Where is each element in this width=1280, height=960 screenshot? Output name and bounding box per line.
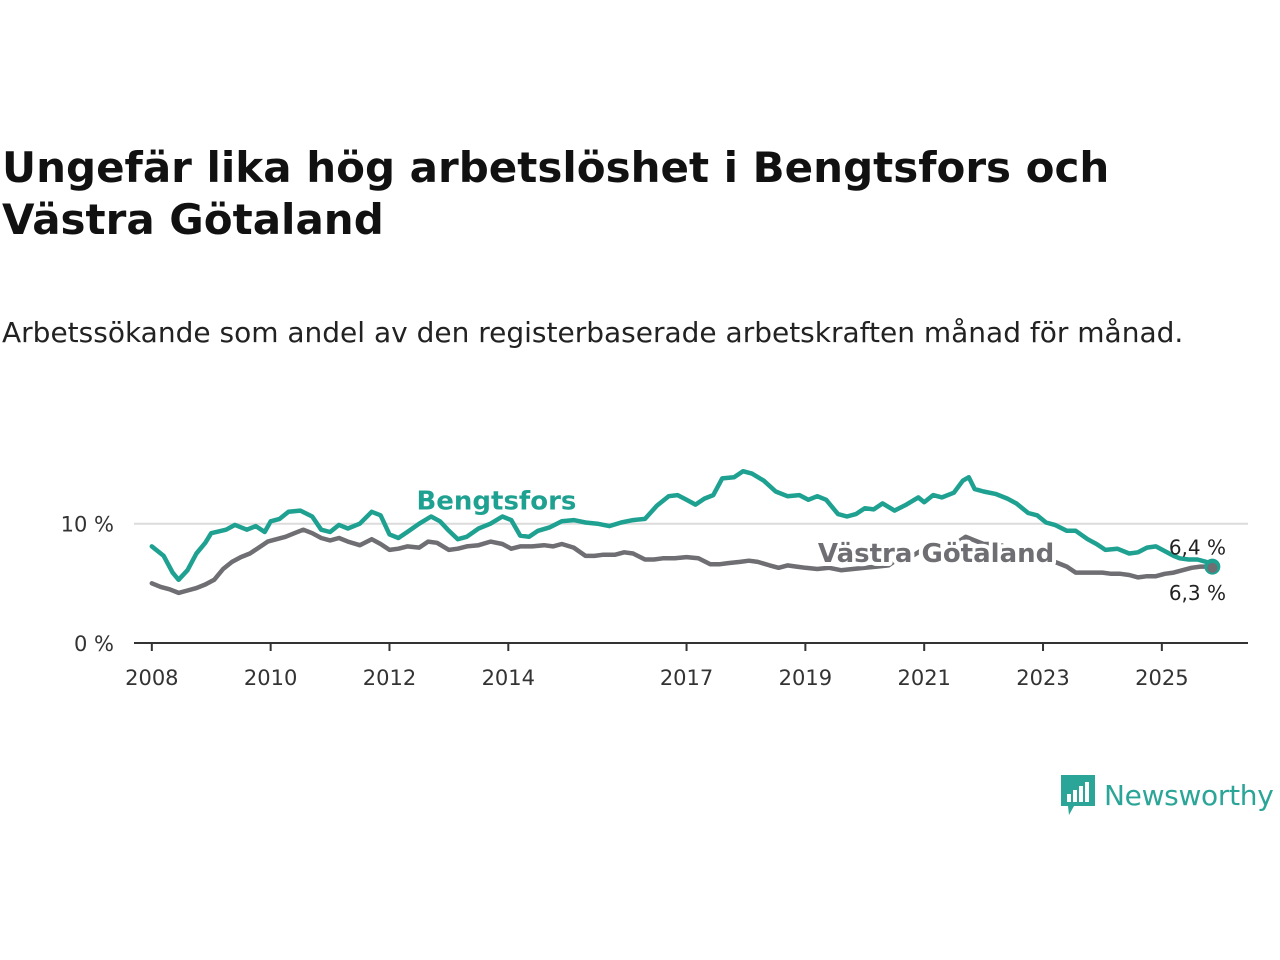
x-tick-label: 2017 xyxy=(660,666,713,690)
x-axis-ticks: 2008 2010 2012 2014 2017 2019 2021 2023 2025 xyxy=(125,643,1189,690)
series-lines xyxy=(149,468,1215,596)
x-tick-label: 2025 xyxy=(1135,666,1188,690)
x-tick-label: 2014 xyxy=(482,666,535,690)
brand-name: Newsworthy xyxy=(1104,778,1274,812)
x-tick-label: 2008 xyxy=(125,666,178,690)
x-tick-label: 2021 xyxy=(897,666,950,690)
end-value-label: 6,4 % xyxy=(1169,536,1226,560)
chart-subtitle: Arbetssökande som andel av den registerb… xyxy=(2,316,1184,349)
newsworthy-brand[interactable]: Newsworthy xyxy=(1058,772,1274,818)
x-tick-label: 2010 xyxy=(244,666,297,690)
line-chart: 0 % 10 % 2008 2010 2012 2014 2017 2019 2021 2023… xyxy=(61,468,1248,690)
end-point-marker xyxy=(1207,562,1218,573)
y-tick-label: 0 % xyxy=(74,632,114,656)
series-name-label: Västra Götaland xyxy=(818,539,1054,569)
series-labels: 6,4 % 6,3 % Bengtsfors Västra Götaland xyxy=(412,482,1226,605)
series-line-bengtsfors xyxy=(149,468,1215,583)
newsworthy-logo-icon xyxy=(1061,775,1095,815)
series-line-v-stra-g-taland xyxy=(149,527,1215,596)
y-axis-ticks: 0 % 10 % xyxy=(61,513,114,656)
chart-title: Ungefär lika hög arbetslöshet i Bengtsfo… xyxy=(2,143,1110,244)
x-tick-label: 2019 xyxy=(779,666,832,690)
x-tick-label: 2023 xyxy=(1016,666,1069,690)
x-tick-label: 2012 xyxy=(363,666,416,690)
y-tick-label: 10 % xyxy=(61,513,114,537)
end-value-label: 6,3 % xyxy=(1169,581,1226,605)
series-name-label: Bengtsfors xyxy=(416,486,576,516)
